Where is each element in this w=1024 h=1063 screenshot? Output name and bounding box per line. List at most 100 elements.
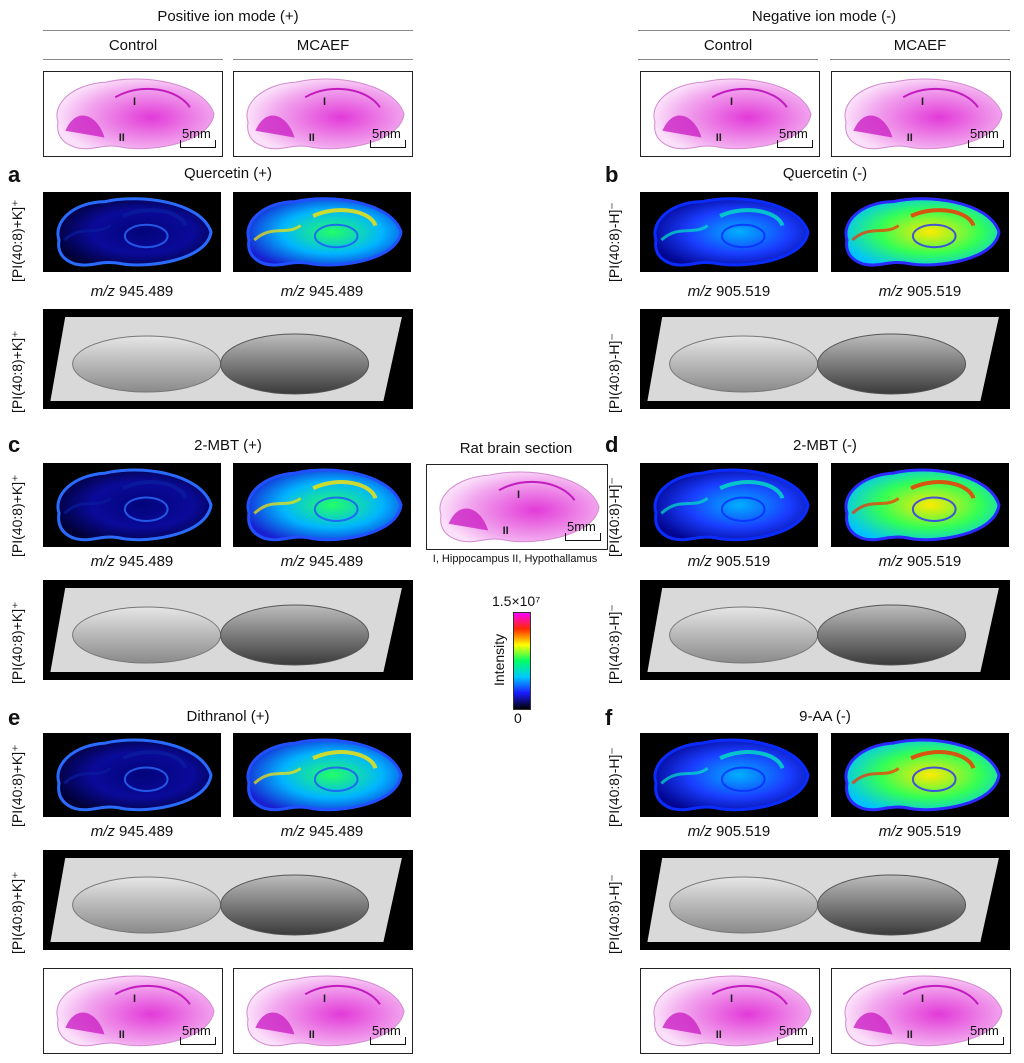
panel-letter: f: [605, 705, 613, 730]
region-label-i: I: [133, 992, 137, 1005]
colorbar: [513, 612, 531, 710]
scale-label: 5mm: [567, 519, 596, 534]
scale-label: 5mm: [182, 1023, 211, 1038]
mz-value: 905.519: [716, 553, 771, 570]
mz-value: 945.489: [309, 283, 364, 300]
brain-section-drawing: [844, 78, 1003, 150]
scale-bar: [180, 1037, 216, 1045]
region-label-i: I: [517, 488, 521, 501]
heatmap-ylabel: [PI(40:8)-H]⁻: [606, 477, 622, 557]
scale-label: 5mm: [182, 126, 211, 141]
control-label: Control: [108, 37, 158, 54]
mz-value: 905.519: [716, 823, 771, 840]
brain-section-image: I II 5mm: [640, 968, 820, 1054]
mz-prefix: m/z: [687, 553, 712, 570]
mcaef-mz-label: m/z 905.519: [831, 553, 1009, 570]
surface-plot: [43, 580, 413, 680]
control-heatmap: [43, 733, 221, 817]
mcaef-mz-label: m/z 945.489: [233, 823, 411, 840]
control-heatmap: [43, 192, 221, 272]
region-label-i: I: [323, 992, 327, 1005]
mcaef-heatmap: [233, 463, 411, 547]
mcaef-mz-label: m/z 905.519: [831, 283, 1009, 300]
brain-section-image: I II 5mm: [640, 71, 820, 157]
brain-section-image: I II 5mm: [426, 464, 608, 550]
mz-prefix: m/z: [90, 553, 115, 570]
mcaef-mz-label: m/z 945.489: [233, 283, 411, 300]
mcaef-heatmap: [233, 192, 411, 272]
region-label-ii: II: [715, 132, 722, 145]
heatmap-ylabel: [PI(40:8)+K]⁺: [9, 199, 25, 282]
panel-title: Quercetin (+): [184, 165, 272, 182]
mcaef-heatmap: [831, 463, 1009, 547]
surface-ylabel: [PI(40:8)-H]⁻: [606, 874, 622, 954]
scale-bar: [968, 1037, 1004, 1045]
control-heatmap: [43, 463, 221, 547]
negative-mode-title: Negative ion mode (-): [751, 8, 897, 25]
mz-prefix: m/z: [90, 283, 115, 300]
control-heatmap: [640, 733, 818, 817]
control-mz-label: m/z 905.519: [640, 283, 818, 300]
heatmap-ylabel: [PI(40:8)-H]⁻: [606, 202, 622, 282]
colorbar-max-label: 1.5×10⁷: [492, 593, 541, 609]
panel-title: 2-MBT (+): [194, 437, 262, 454]
brain-section-drawing: [439, 471, 600, 543]
mz-prefix: m/z: [878, 283, 903, 300]
brain-section-drawing: [56, 975, 215, 1047]
scale-label: 5mm: [372, 1023, 401, 1038]
region-label-ii: II: [502, 525, 509, 538]
region-label-i: I: [730, 95, 734, 108]
control-mz-label: m/z 945.489: [43, 553, 221, 570]
mz-prefix: m/z: [280, 283, 305, 300]
control-heatmap: [640, 463, 818, 547]
brain-section-image: I II 5mm: [233, 71, 413, 157]
mcaef-heatmap: [831, 733, 1009, 817]
surface-ylabel: [PI(40:8)+K]⁺: [9, 871, 25, 954]
region-label-i: I: [730, 992, 734, 1005]
header-divider: [233, 59, 413, 60]
region-label-ii: II: [906, 132, 913, 145]
header-divider: [638, 59, 818, 60]
region-label-ii: II: [308, 132, 315, 145]
mcaef-label: MCAEF: [296, 37, 350, 54]
scale-bar: [370, 1037, 406, 1045]
mz-value: 945.489: [119, 823, 174, 840]
surface-plot: [43, 850, 413, 950]
header-divider: [638, 30, 1010, 31]
mz-value: 905.519: [907, 553, 962, 570]
mcaef-label: MCAEF: [893, 37, 947, 54]
mz-prefix: m/z: [280, 823, 305, 840]
control-label: Control: [703, 37, 753, 54]
colorbar-axis-label: Intensity: [491, 633, 507, 686]
brain-section-drawing: [844, 975, 1003, 1047]
header-divider: [43, 30, 413, 31]
mz-value: 945.489: [119, 553, 174, 570]
mz-prefix: m/z: [90, 823, 115, 840]
control-mz-label: m/z 945.489: [43, 823, 221, 840]
mcaef-mz-label: m/z 905.519: [831, 823, 1009, 840]
panel-letter: a: [8, 162, 21, 187]
brain-section-drawing: [653, 78, 812, 150]
region-label-ii: II: [118, 1029, 125, 1042]
panel-letter: e: [8, 705, 21, 730]
mcaef-heatmap: [233, 733, 411, 817]
control-mz-label: m/z 905.519: [640, 823, 818, 840]
region-label-i: I: [921, 95, 925, 108]
scale-bar: [968, 140, 1004, 148]
scale-bar: [777, 140, 813, 148]
surface-ylabel: [PI(40:8)-H]⁻: [606, 604, 622, 684]
scale-label: 5mm: [779, 1023, 808, 1038]
surface-plot: [43, 309, 413, 409]
scale-bar: [370, 140, 406, 148]
heatmap-ylabel: [PI(40:8)+K]⁺: [9, 474, 25, 557]
region-label-i: I: [921, 992, 925, 1005]
positive-mode-title: Positive ion mode (+): [157, 8, 299, 25]
brain-section-image: I II 5mm: [43, 71, 223, 157]
scale-label: 5mm: [372, 126, 401, 141]
header-divider: [43, 59, 223, 60]
region-label-ii: II: [715, 1029, 722, 1042]
header-divider: [830, 59, 1010, 60]
control-mz-label: m/z 945.489: [43, 283, 221, 300]
mz-value: 945.489: [119, 283, 174, 300]
brain-section-drawing: [246, 975, 405, 1047]
